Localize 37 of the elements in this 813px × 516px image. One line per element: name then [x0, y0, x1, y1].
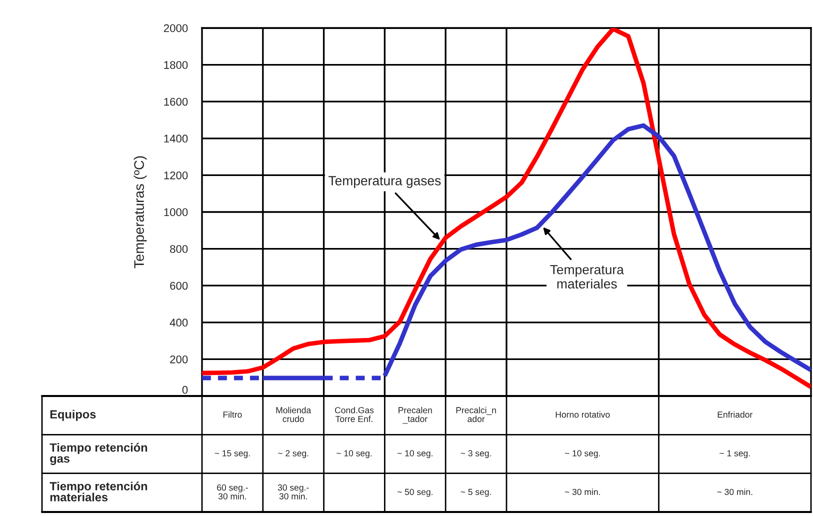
- text: Horno rotativo: [556, 411, 610, 418]
- y-tick-label: 800: [170, 245, 188, 253]
- text: 30 seg.- 30 min.: [278, 484, 309, 500]
- text: 60 seg.- 30 min.: [217, 484, 248, 500]
- text: ~ 2 seg.: [278, 450, 308, 458]
- text: Precalen _tador: [398, 406, 432, 424]
- text: Precalci_n ador: [456, 406, 496, 422]
- y-tick-label: 1400: [164, 134, 188, 143]
- annotation: Temperatura gases: [328, 176, 441, 188]
- text: ~ 50 seg.: [397, 488, 432, 497]
- annotation: Temperatura materiales: [550, 265, 624, 289]
- y-tick-label: 0: [182, 386, 188, 394]
- y-tick-label: 600: [170, 282, 188, 290]
- y-tick-label: 1800: [164, 61, 188, 69]
- text: ~ 10 seg.: [564, 450, 600, 458]
- text: Tiempo retención gas: [50, 442, 148, 466]
- text: ~ 15 seg.: [214, 450, 250, 458]
- y-tick-label: 1200: [164, 171, 188, 180]
- text: ~ 5 seg.: [460, 488, 491, 497]
- y-tick-label: 200: [170, 355, 188, 364]
- text: ~ 30 min.: [717, 488, 752, 496]
- text: Equipos: [50, 410, 96, 421]
- text: Tiempo retención materiales: [50, 482, 148, 502]
- text: ~ 1 seg.: [720, 450, 750, 458]
- text: Enfriador: [718, 411, 752, 418]
- y-axis-title: Temperaturas (ºC): [134, 156, 147, 268]
- text: Molienda crudo: [276, 406, 312, 422]
- text: Filtro: [223, 411, 242, 418]
- y-tick-label: 400: [170, 318, 188, 327]
- y-tick-label: 1600: [164, 98, 188, 106]
- y-tick-label: 2000: [164, 24, 188, 32]
- text: ~ 3 seg.: [460, 450, 491, 458]
- text: ~ 10 seg.: [397, 450, 432, 458]
- y-tick-label: 1000: [164, 208, 188, 216]
- text: ~ 30 min.: [564, 488, 600, 496]
- text: ~ 10 seg.: [336, 450, 372, 458]
- text: Cond.Gas Torre Enf.: [334, 406, 374, 422]
